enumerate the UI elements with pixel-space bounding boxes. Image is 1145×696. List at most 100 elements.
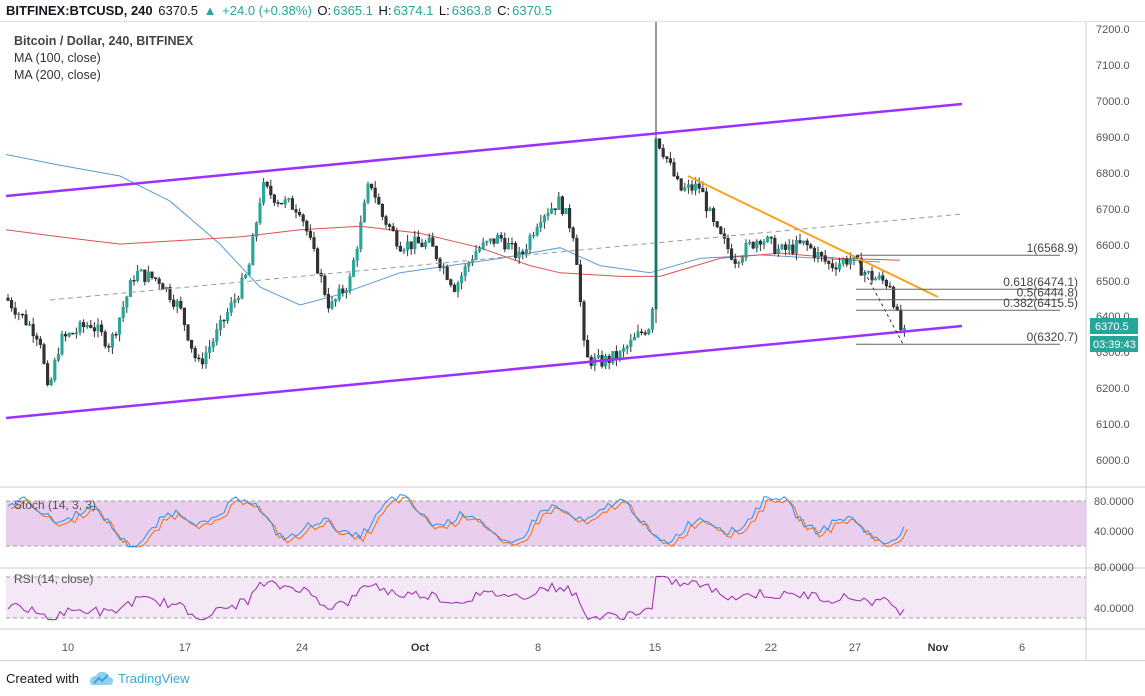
candle-body: [294, 209, 298, 213]
ma100-line: [5, 154, 881, 306]
price-axis[interactable]: 7200.0 7100.0 7000.0 6900.0 6800.0 6700.…: [1090, 24, 1138, 615]
time-axis[interactable]: 10 17 24 Oct 8 15 22 27 Nov 6: [62, 642, 1025, 654]
candle-body: [449, 279, 453, 286]
candle-body: [679, 178, 683, 191]
price-tick: 6800.0: [1096, 168, 1130, 180]
candle-body: [481, 242, 485, 249]
candle-body: [370, 183, 374, 189]
candle-body: [521, 251, 525, 254]
candle-body: [794, 240, 798, 254]
candle-body: [254, 222, 258, 237]
up-arrow-icon: ▲: [203, 3, 217, 18]
candle-body: [485, 240, 489, 243]
candle-body: [640, 331, 644, 334]
candlesticks[interactable]: [6, 22, 906, 387]
candle-body: [665, 156, 669, 159]
candle-body: [773, 237, 777, 254]
tradingview-link[interactable]: TradingView: [118, 671, 190, 686]
candle-body: [283, 199, 287, 205]
candle-body: [17, 313, 21, 316]
channel-upper-line: [5, 102, 963, 198]
descending-trendline: [687, 175, 939, 298]
candle-body: [571, 227, 575, 239]
candle-body: [146, 271, 150, 282]
legend-ma200[interactable]: MA (200, close): [14, 68, 101, 82]
candle-body: [636, 331, 640, 338]
candle-body: [510, 242, 514, 245]
legend-ma100[interactable]: MA (100, close): [14, 51, 101, 65]
candle-body: [560, 196, 564, 215]
candle-body: [902, 327, 906, 331]
candle-body: [10, 300, 14, 309]
candle-body: [359, 221, 363, 250]
tradingview-logo-icon[interactable]: [88, 668, 114, 688]
candle-body: [474, 251, 478, 260]
footer: Created with TradingView: [0, 660, 1145, 696]
price-tick: 6700.0: [1096, 204, 1130, 216]
candle-body: [780, 244, 784, 250]
candle-body: [280, 202, 284, 205]
candle-body: [272, 194, 276, 203]
candle-body: [539, 221, 543, 228]
candle-body: [31, 324, 35, 337]
candle-body: [668, 158, 672, 163]
stoch-d-line: [10, 496, 908, 548]
candle-body: [175, 300, 179, 307]
drawings[interactable]: 1(6568.9) 0.618(6474.1)0.5(6444.8)0.382(6…: [5, 102, 1078, 420]
candle-body: [78, 322, 82, 333]
candle-body: [362, 202, 366, 223]
candle-body: [528, 235, 532, 250]
candle-body: [542, 215, 546, 223]
candle-body: [150, 271, 154, 279]
candle-body: [298, 211, 302, 216]
last-price-label: 6370.5: [1095, 321, 1129, 333]
candle-body: [859, 258, 863, 276]
candle-body: [301, 214, 305, 222]
candle-body: [82, 322, 86, 328]
candle-body: [791, 244, 795, 254]
candle-body: [384, 216, 388, 225]
candle-body: [467, 262, 471, 267]
candle-body: [611, 351, 615, 363]
candle-body: [697, 183, 701, 189]
candle-body: [812, 247, 816, 258]
candle-body: [265, 181, 269, 187]
candle-body: [251, 236, 255, 266]
price-tick: 6900.0: [1096, 132, 1130, 144]
open-value: 6365.1: [333, 3, 373, 18]
candle-body: [427, 237, 431, 243]
candle-body: [704, 191, 708, 212]
candle-body: [35, 335, 39, 340]
candle-body: [186, 324, 190, 341]
candle-body: [262, 181, 266, 204]
candle-body: [28, 324, 32, 326]
candle-body: [870, 271, 874, 281]
candle-body: [888, 285, 892, 288]
time-tick: 22: [765, 642, 777, 654]
candle-body: [6, 297, 10, 301]
candle-body: [532, 234, 536, 237]
stoch-band: [6, 501, 1086, 546]
candle-body: [233, 299, 237, 303]
fib-level-label: 0.618(6474.1): [1003, 275, 1078, 289]
candle-body: [208, 346, 212, 353]
candle-body: [326, 294, 330, 309]
candle-body: [380, 203, 384, 217]
candle-body: [784, 244, 788, 250]
candle-body: [661, 148, 665, 157]
candle-body: [96, 324, 100, 332]
main-pane[interactable]: [0, 22, 1086, 487]
candle-body: [100, 324, 104, 333]
candle-body: [442, 266, 446, 269]
candle-body: [578, 264, 582, 303]
candle-body: [823, 255, 827, 262]
candle-body: [352, 260, 356, 277]
legend-title[interactable]: Bitcoin / Dollar, 240, BITFINEX: [14, 34, 194, 48]
candle-body: [341, 288, 345, 293]
symbol-label[interactable]: BITFINEX:BTCUSD, 240: [6, 3, 153, 18]
candle-body: [766, 236, 770, 243]
candle-body: [74, 332, 78, 335]
rsi-level-label: 80.0000: [1094, 562, 1134, 574]
